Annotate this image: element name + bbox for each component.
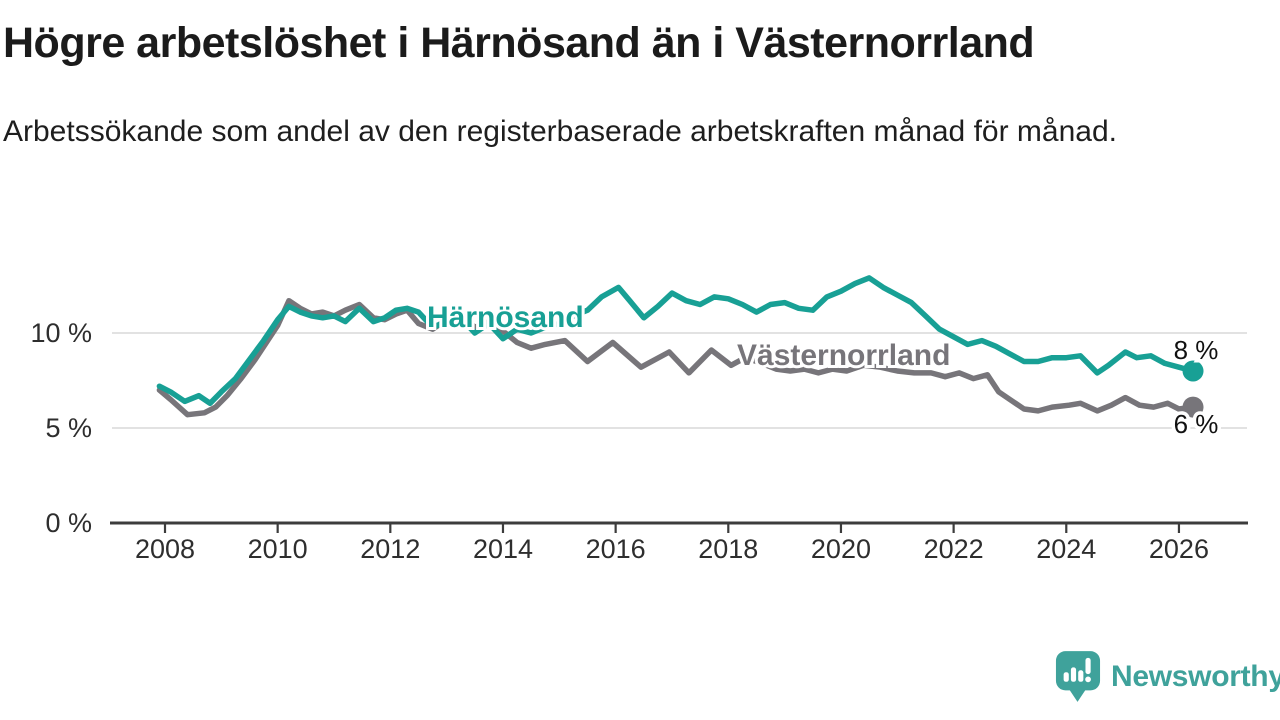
series-end-dot-vasternorrland: [1182, 396, 1204, 418]
x-tick-label: 2014: [473, 534, 533, 564]
x-tick-label: 2008: [135, 534, 195, 564]
x-tick-label: 2022: [924, 534, 984, 564]
chart-subtitle: Arbetssökande som andel av den registerb…: [3, 115, 1117, 148]
speech-bubble-bar-chart-icon: [1055, 651, 1101, 702]
y-tick-label: 5 %: [45, 413, 92, 443]
x-tick-label: 2026: [1149, 534, 1209, 564]
series-label-harnosand: Härnösand: [427, 301, 584, 334]
series-line-harnosand: [156, 275, 1196, 407]
end-value-label-harnosand: 8 %: [1174, 335, 1219, 365]
x-tick-label: 2010: [248, 534, 308, 564]
series-end-dot-harnosand: [1182, 360, 1204, 382]
y-tick-label: 0 %: [45, 508, 92, 538]
end-value-label-vasternorrland: 6 %: [1174, 409, 1219, 439]
series-label-vasternorrland: Västernorrland: [737, 339, 950, 372]
x-tick-label: 2020: [811, 534, 871, 564]
x-tick-label: 2012: [360, 534, 420, 564]
page-title: Högre arbetslöshet i Härnösand än i Väst…: [3, 19, 1035, 67]
line-chart: 2008 2010 2012 2014 2016 2018 2020 2022 2024 2026…: [30, 275, 1248, 564]
x-tick-label: 2018: [698, 534, 758, 564]
newsworthy-logo: Newsworthy: [1055, 650, 1280, 704]
x-tick-label: 2024: [1036, 534, 1096, 564]
logo-wordmark: Newsworthy: [1111, 660, 1280, 693]
x-tick-label: 2016: [586, 534, 646, 564]
y-tick-label: 10 %: [30, 318, 92, 348]
